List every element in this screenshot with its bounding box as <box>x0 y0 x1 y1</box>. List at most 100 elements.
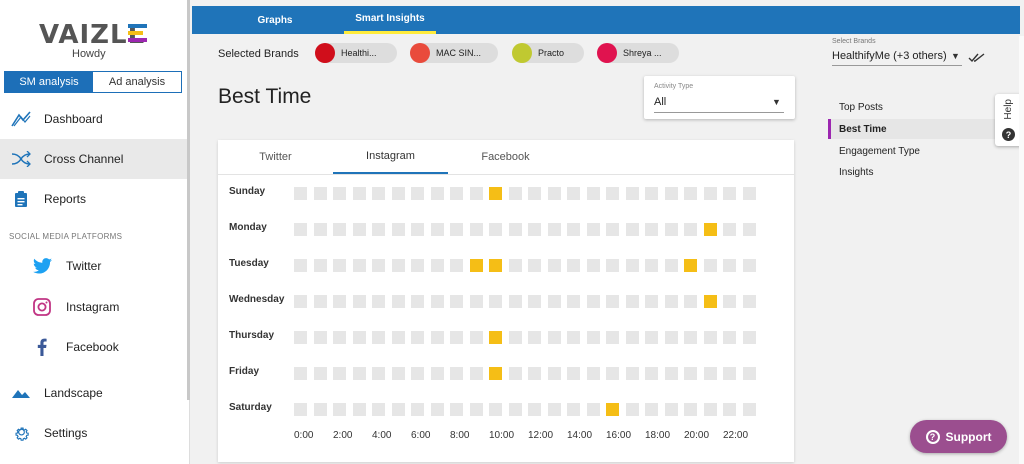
best-time-cell[interactable] <box>489 187 502 200</box>
time-cell[interactable] <box>587 295 600 308</box>
right-nav-top-posts[interactable]: Top Posts <box>839 101 883 113</box>
support-button[interactable]: ? Support <box>910 420 1007 453</box>
time-cell[interactable] <box>528 295 541 308</box>
time-cell[interactable] <box>333 295 346 308</box>
brand-chip[interactable]: Practo <box>512 43 584 63</box>
time-cell[interactable] <box>470 187 483 200</box>
time-cell[interactable] <box>567 223 580 236</box>
time-cell[interactable] <box>509 223 522 236</box>
time-cell[interactable] <box>645 403 658 416</box>
brand-chip[interactable]: Healthi... <box>315 43 397 63</box>
nav-twitter[interactable]: Twitter <box>0 246 188 286</box>
time-cell[interactable] <box>704 331 717 344</box>
activity-type-value[interactable]: All <box>654 96 784 113</box>
time-cell[interactable] <box>743 295 756 308</box>
time-cell[interactable] <box>606 367 619 380</box>
time-cell[interactable] <box>723 403 736 416</box>
time-cell[interactable] <box>411 331 424 344</box>
double-check-icon[interactable] <box>968 50 986 68</box>
time-cell[interactable] <box>431 331 444 344</box>
brand-chip[interactable]: MAC SIN... <box>410 43 498 63</box>
time-cell[interactable] <box>645 223 658 236</box>
time-cell[interactable] <box>353 187 366 200</box>
time-cell[interactable] <box>314 223 327 236</box>
time-cell[interactable] <box>665 295 678 308</box>
time-cell[interactable] <box>645 295 658 308</box>
time-cell[interactable] <box>548 223 561 236</box>
time-cell[interactable] <box>528 223 541 236</box>
time-cell[interactable] <box>528 331 541 344</box>
time-cell[interactable] <box>548 259 561 272</box>
time-cell[interactable] <box>470 295 483 308</box>
time-cell[interactable] <box>743 331 756 344</box>
time-cell[interactable] <box>314 187 327 200</box>
time-cell[interactable] <box>645 259 658 272</box>
time-cell[interactable] <box>665 403 678 416</box>
time-cell[interactable] <box>314 367 327 380</box>
best-time-cell[interactable] <box>684 259 697 272</box>
time-cell[interactable] <box>626 403 639 416</box>
best-time-cell[interactable] <box>606 403 619 416</box>
time-cell[interactable] <box>489 295 502 308</box>
time-cell[interactable] <box>587 187 600 200</box>
time-cell[interactable] <box>567 403 580 416</box>
time-cell[interactable] <box>548 403 561 416</box>
time-cell[interactable] <box>626 295 639 308</box>
nav-reports[interactable]: Reports <box>0 179 188 219</box>
time-cell[interactable] <box>450 259 463 272</box>
page-scrollbar[interactable] <box>1019 36 1024 464</box>
select-brands-dropdown[interactable]: HealthifyMe (+3 others) <box>832 50 962 66</box>
time-cell[interactable] <box>684 187 697 200</box>
time-cell[interactable] <box>372 223 385 236</box>
time-cell[interactable] <box>450 295 463 308</box>
tab-graphs[interactable]: Graphs <box>257 14 293 26</box>
time-cell[interactable] <box>372 331 385 344</box>
time-cell[interactable] <box>392 187 405 200</box>
time-cell[interactable] <box>431 403 444 416</box>
time-cell[interactable] <box>567 295 580 308</box>
time-cell[interactable] <box>411 295 424 308</box>
time-cell[interactable] <box>684 331 697 344</box>
time-cell[interactable] <box>509 187 522 200</box>
time-cell[interactable] <box>294 223 307 236</box>
time-cell[interactable] <box>392 259 405 272</box>
vaizle-logo[interactable]: VAIZLE <box>39 20 147 50</box>
time-cell[interactable] <box>528 367 541 380</box>
time-cell[interactable] <box>528 403 541 416</box>
time-cell[interactable] <box>743 223 756 236</box>
time-cell[interactable] <box>392 367 405 380</box>
nav-facebook[interactable]: Facebook <box>0 327 188 367</box>
time-cell[interactable] <box>470 367 483 380</box>
time-cell[interactable] <box>470 331 483 344</box>
time-cell[interactable] <box>626 259 639 272</box>
time-cell[interactable] <box>314 295 327 308</box>
time-cell[interactable] <box>548 187 561 200</box>
tab-facebook[interactable]: Facebook <box>481 151 530 163</box>
best-time-cell[interactable] <box>704 295 717 308</box>
time-cell[interactable] <box>489 403 502 416</box>
time-cell[interactable] <box>431 295 444 308</box>
time-cell[interactable] <box>353 223 366 236</box>
time-cell[interactable] <box>587 331 600 344</box>
brand-chip[interactable]: Shreya ... <box>597 43 679 63</box>
time-cell[interactable] <box>294 367 307 380</box>
time-cell[interactable] <box>645 187 658 200</box>
time-cell[interactable] <box>431 187 444 200</box>
time-cell[interactable] <box>353 331 366 344</box>
time-cell[interactable] <box>723 223 736 236</box>
time-cell[interactable] <box>567 187 580 200</box>
time-cell[interactable] <box>509 367 522 380</box>
time-cell[interactable] <box>509 331 522 344</box>
time-cell[interactable] <box>743 403 756 416</box>
right-nav-insights[interactable]: Insights <box>839 166 874 178</box>
time-cell[interactable] <box>294 259 307 272</box>
time-cell[interactable] <box>548 367 561 380</box>
tab-twitter[interactable]: Twitter <box>259 151 292 163</box>
nav-cross-channel[interactable]: Cross Channel <box>0 139 188 179</box>
ad-analysis-button[interactable]: Ad analysis <box>93 72 181 92</box>
time-cell[interactable] <box>567 367 580 380</box>
time-cell[interactable] <box>392 223 405 236</box>
time-cell[interactable] <box>450 403 463 416</box>
time-cell[interactable] <box>431 259 444 272</box>
time-cell[interactable] <box>587 259 600 272</box>
